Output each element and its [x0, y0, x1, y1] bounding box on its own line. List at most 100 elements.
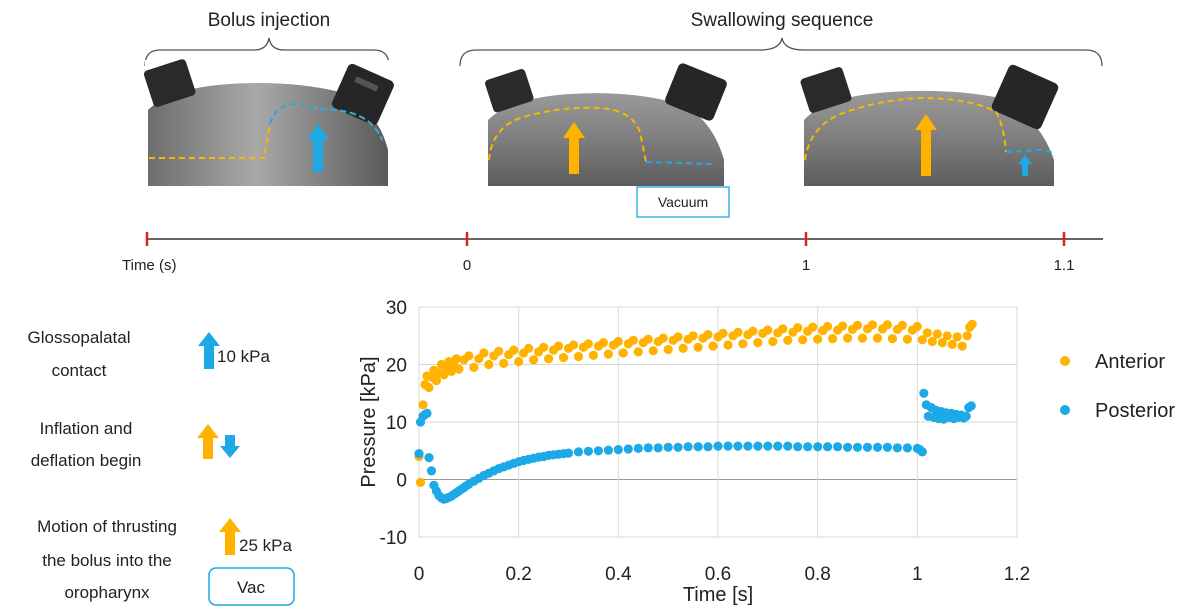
- point-posterior: [593, 446, 604, 456]
- point-anterior: [499, 358, 509, 368]
- point-anterior: [648, 346, 658, 356]
- point-anterior: [867, 320, 878, 330]
- point-anterior: [568, 340, 579, 350]
- point-posterior: [563, 448, 574, 458]
- vac-label: Vac: [237, 578, 266, 597]
- point-anterior: [882, 320, 893, 330]
- point-posterior: [683, 442, 693, 452]
- point-anterior: [917, 335, 927, 345]
- timeline-tick-label: 1: [802, 257, 810, 274]
- point-posterior: [917, 447, 927, 457]
- point-anterior: [967, 319, 977, 329]
- photo-bolus-injection: [143, 59, 394, 188]
- point-anterior: [573, 351, 584, 362]
- legend-value: 25 kPa: [239, 536, 292, 555]
- point-posterior: [882, 442, 893, 452]
- point-anterior: [558, 353, 569, 363]
- x-tick-label: 0.8: [804, 564, 830, 585]
- legend-glossopalatal-contact: Glossopalatal contact 10 kPa: [27, 328, 270, 380]
- point-posterior: [583, 446, 594, 456]
- point-anterior: [583, 339, 594, 349]
- point-anterior: [424, 382, 434, 393]
- chart-legend: Anterior Posterior: [1060, 351, 1175, 422]
- point-posterior: [862, 442, 873, 452]
- legend-text-line: oropharynx: [64, 583, 150, 602]
- point-posterior: [603, 445, 614, 455]
- point-anterior: [703, 330, 713, 340]
- point-anterior: [658, 333, 668, 343]
- point-posterior: [653, 443, 663, 453]
- point-anterior: [897, 320, 908, 330]
- point-anterior: [588, 350, 599, 360]
- point-anterior: [942, 331, 952, 341]
- chart-points: [414, 319, 977, 504]
- point-anterior: [763, 325, 773, 335]
- point-anterior: [415, 477, 426, 487]
- point-posterior: [424, 453, 434, 463]
- point-anterior: [852, 320, 863, 330]
- point-posterior: [823, 442, 833, 452]
- point-anterior: [927, 336, 937, 347]
- point-posterior: [966, 401, 976, 411]
- point-anterior: [912, 321, 922, 332]
- point-anterior: [598, 338, 609, 348]
- point-posterior: [643, 443, 653, 453]
- x-tick-label: 0.6: [705, 564, 731, 585]
- point-anterior: [857, 333, 868, 343]
- point-anterior: [718, 328, 728, 338]
- point-anterior: [439, 370, 449, 380]
- point-anterior: [678, 343, 688, 353]
- point-anterior: [618, 348, 628, 358]
- legend-text-line: Glossopalatal: [27, 328, 130, 347]
- legend-text-line: Motion of thrusting: [37, 517, 177, 536]
- point-anterior: [813, 334, 823, 344]
- point-anterior: [454, 364, 464, 374]
- y-tick-label: 20: [386, 356, 407, 377]
- point-anterior: [688, 331, 698, 341]
- point-posterior: [703, 442, 713, 452]
- point-anterior: [783, 335, 793, 345]
- point-posterior: [713, 441, 723, 451]
- point-anterior: [708, 341, 718, 351]
- x-tick-label: 1: [912, 564, 923, 585]
- legend-inflation-deflation: Inflation and deflation begin: [31, 419, 240, 470]
- blue-up-arrow-icon: [198, 332, 220, 369]
- point-anterior: [808, 322, 818, 332]
- timeline-tick-label: 1.1: [1054, 257, 1075, 274]
- point-anterior: [872, 333, 883, 343]
- point-posterior: [843, 442, 853, 452]
- point-posterior: [961, 411, 971, 421]
- point-anterior: [957, 341, 967, 351]
- legend-text-line: the bolus into the: [42, 551, 171, 570]
- point-anterior: [431, 376, 441, 386]
- legend-marker-anterior: [1060, 356, 1070, 366]
- point-anterior: [778, 324, 788, 334]
- point-anterior: [451, 354, 461, 364]
- point-anterior: [643, 334, 653, 344]
- x-tick-label: 0.4: [605, 564, 632, 585]
- point-posterior: [872, 442, 883, 452]
- legend-text-line: deflation begin: [31, 451, 142, 470]
- vac-box: [208, 567, 295, 606]
- point-anterior: [723, 340, 733, 350]
- y-tick-label: 0: [396, 471, 407, 492]
- point-anterior: [529, 355, 539, 365]
- timeline-tick-label: 0: [463, 257, 471, 274]
- point-anterior: [738, 339, 748, 349]
- point-anterior: [469, 362, 479, 372]
- point-anterior: [693, 342, 703, 352]
- point-anterior: [962, 331, 972, 341]
- point-posterior: [852, 442, 863, 452]
- point-anterior: [539, 342, 549, 352]
- legend-label-anterior: Anterior: [1095, 351, 1165, 373]
- point-posterior: [763, 441, 773, 451]
- point-anterior: [952, 332, 962, 342]
- point-anterior: [524, 343, 534, 353]
- point-anterior: [673, 332, 683, 342]
- point-posterior: [573, 447, 584, 457]
- legend-value: 10 kPa: [217, 347, 270, 366]
- legend-label-posterior: Posterior: [1095, 400, 1175, 422]
- point-posterior: [902, 443, 913, 453]
- point-posterior: [793, 442, 803, 452]
